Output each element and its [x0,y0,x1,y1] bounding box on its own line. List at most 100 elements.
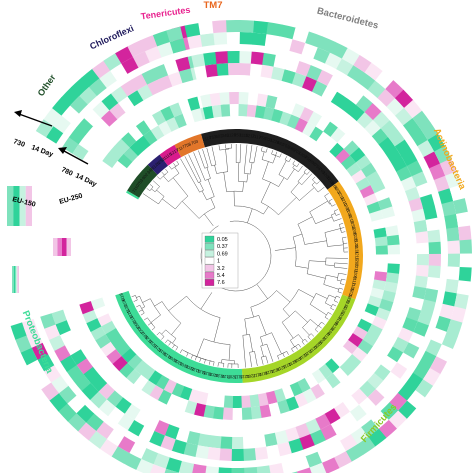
otu-label-ring: 7110753602348112825311151217711775870312… [118,132,360,379]
tree-branch [325,264,335,266]
heatmap-cell [128,442,147,460]
heatmap-cell [90,374,108,392]
heatmap-cell [26,330,43,348]
heatmap-cell [231,448,244,461]
tree-branch [293,233,303,238]
otu-label: 1211 [281,362,292,371]
heatmap-cell [95,333,111,349]
legend-swatch [204,279,215,286]
otu-label: 1219 [275,364,286,372]
heatmap-cell [187,34,203,50]
heatmap-cell [90,297,106,310]
heatmap-cell [43,107,62,127]
heatmap-cell [260,64,274,79]
otu-label: 759 [313,162,322,171]
otu-label: 703 [190,138,199,145]
otu-label: 1206 [292,355,303,364]
tree-branch [186,295,221,318]
tree-branch [249,161,254,164]
tree-branch [226,190,243,193]
heatmap-cell [428,253,441,267]
tree-branch [244,315,259,320]
tree-branch [340,283,345,285]
heatmap-cell [289,39,306,55]
heatmap-cell [183,442,198,457]
tree-branch [261,357,264,365]
heatmap-cell [410,128,428,147]
otu-label: 1118 [118,292,126,303]
heatmap-cell [242,436,255,449]
heatmap-cell [271,108,284,123]
tree-branch [282,289,299,310]
heatmap-cell [348,104,366,122]
otu-label: 1117 [252,372,262,379]
heatmap-cell [425,217,440,232]
heatmap-cell [408,332,425,349]
legend-value: 7.6 [217,280,225,286]
heatmap-cell [17,266,19,293]
tree-branch [161,171,165,176]
tree-branch [136,304,140,308]
tree-branch [238,181,247,183]
heatmap-cell [373,227,387,239]
heatmap-cell [40,313,56,329]
heatmap-cell [367,324,383,339]
otu-label: 1117 [351,276,358,286]
heatmap-cell [227,51,241,64]
heatmap-cell [446,266,460,281]
heatmap-cell [305,451,323,468]
heatmap-cell [81,68,100,87]
heatmap-cell [299,107,314,123]
heatmap-cell [213,32,228,46]
heatmap-cell [115,397,132,414]
otu-label: 1122 [123,303,132,314]
tree-branch [291,348,294,353]
tree-branch [340,227,345,229]
heatmap-cell [20,347,38,366]
heatmap-cell [375,254,388,264]
tree-branch [214,165,217,174]
otu-label: 1129 [143,334,153,344]
heatmap-cell [330,127,346,143]
otu-label: 1201 [245,373,256,379]
tree-branch [196,338,205,357]
heatmap-cell [324,358,340,374]
tree-branch [301,341,305,345]
tree-branch [298,165,303,172]
tree-branch [296,163,300,167]
heatmap-cell [212,20,228,34]
tree-branch [249,334,253,352]
tree-branch [331,214,334,222]
heatmap-cell [450,306,466,324]
heatmap-cell [316,131,331,147]
otu-label: 701 [293,148,302,156]
tree-branch [249,145,253,163]
heatmap-cell [219,92,231,105]
tree-branch [295,265,309,269]
heatmap-cell [446,227,460,242]
heatmap-cell [250,406,262,420]
heatmap-cell [459,239,472,255]
tree-branch [315,216,333,224]
tree-branch [336,213,340,216]
tree-branch [242,335,246,368]
otu-label: 1208 [351,226,358,237]
heatmap-cell [110,334,126,350]
tree-branch [286,351,289,355]
tree-branch [256,284,268,299]
heatmap-cell [329,142,345,158]
tree-branch [324,232,328,247]
heatmap-cell [380,355,398,373]
otu-label: 1231 [270,367,281,375]
tree-branch [299,187,315,201]
heatmap-cell [191,463,207,473]
heatmap-cell [353,54,372,73]
otu-label: 7117 [252,133,262,140]
heatmap-cell [96,160,113,176]
heatmap-cell [324,52,343,70]
tree-branch [318,325,322,329]
heatmap-cell [426,276,440,291]
heatmap-cell [19,186,26,226]
legend-swatch [204,243,215,250]
tree-branch [157,176,161,180]
